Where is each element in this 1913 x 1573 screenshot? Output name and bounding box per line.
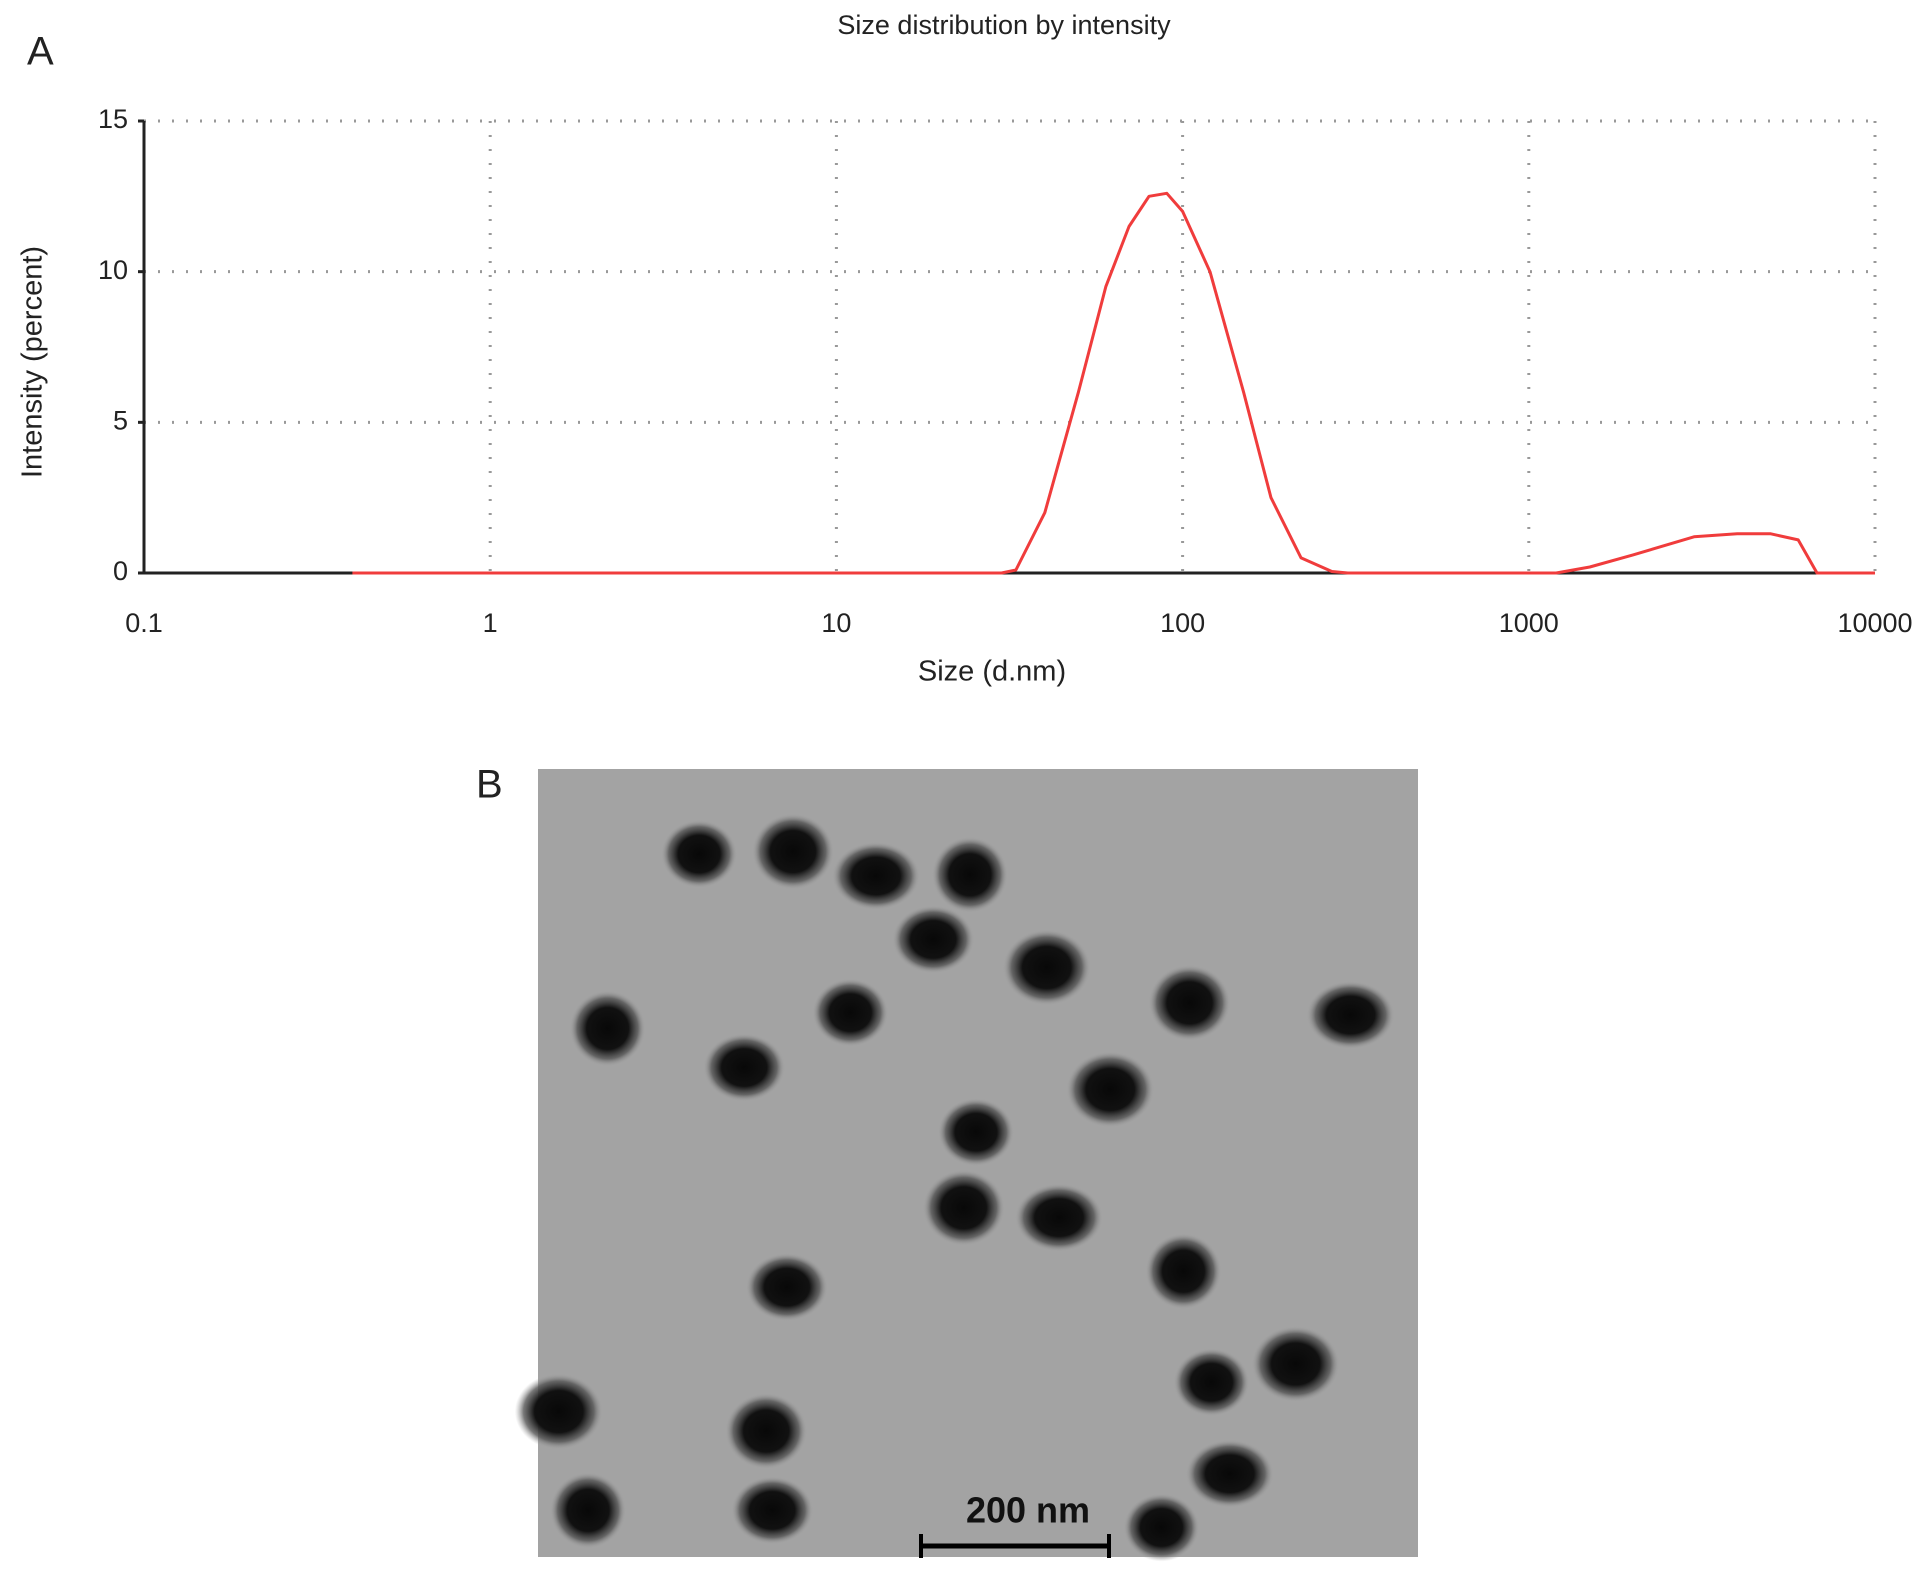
particle [550, 1472, 627, 1549]
particle [1173, 1348, 1250, 1417]
x-tick-label: 10 [821, 608, 851, 638]
x-tick-label: 100 [1160, 608, 1205, 638]
plot-area: 0.1 1 10 100 1000 10000 0 5 10 15 [98, 104, 1913, 638]
particle [731, 1476, 814, 1545]
y-tick-label: 10 [98, 255, 128, 285]
y-tick-label: 0 [113, 556, 128, 586]
particle [745, 1253, 828, 1322]
panel-label: B [476, 763, 503, 807]
particle [1306, 981, 1395, 1050]
particle [1123, 1493, 1200, 1562]
particle [703, 1033, 786, 1102]
particle [812, 978, 889, 1047]
x-tick-label: 10000 [1837, 608, 1912, 638]
y-axis-label: Intensity (percent) [17, 246, 49, 478]
x-tick-label: 0.1 [125, 608, 163, 638]
x-tick-label: 1 [483, 608, 498, 638]
particle [931, 836, 1008, 913]
particle [569, 990, 646, 1067]
particle [1251, 1325, 1340, 1402]
x-axis-label: Size (d.nm) [918, 656, 1066, 688]
x-tick-label: 1000 [1499, 608, 1559, 638]
particle [938, 1098, 1014, 1167]
particle [1002, 929, 1091, 1006]
particle [1014, 1183, 1103, 1252]
particle [1148, 964, 1231, 1041]
scale-bar-label: 200 nm [966, 1490, 1090, 1531]
particles [514, 813, 1395, 1562]
particle [752, 813, 834, 890]
particle [1185, 1439, 1274, 1508]
particle [514, 1373, 603, 1450]
particle [831, 841, 920, 910]
particle [1066, 1051, 1155, 1128]
particle [661, 820, 738, 888]
chart-title: Size distribution by intensity [837, 10, 1171, 40]
particle [725, 1393, 808, 1470]
particle [922, 1169, 1005, 1246]
particle [1145, 1233, 1222, 1310]
y-tick-label: 15 [98, 104, 128, 134]
panel-label: A [27, 30, 54, 74]
y-tick-label: 5 [113, 405, 128, 435]
series-line [352, 191, 1875, 575]
particle [892, 905, 975, 974]
